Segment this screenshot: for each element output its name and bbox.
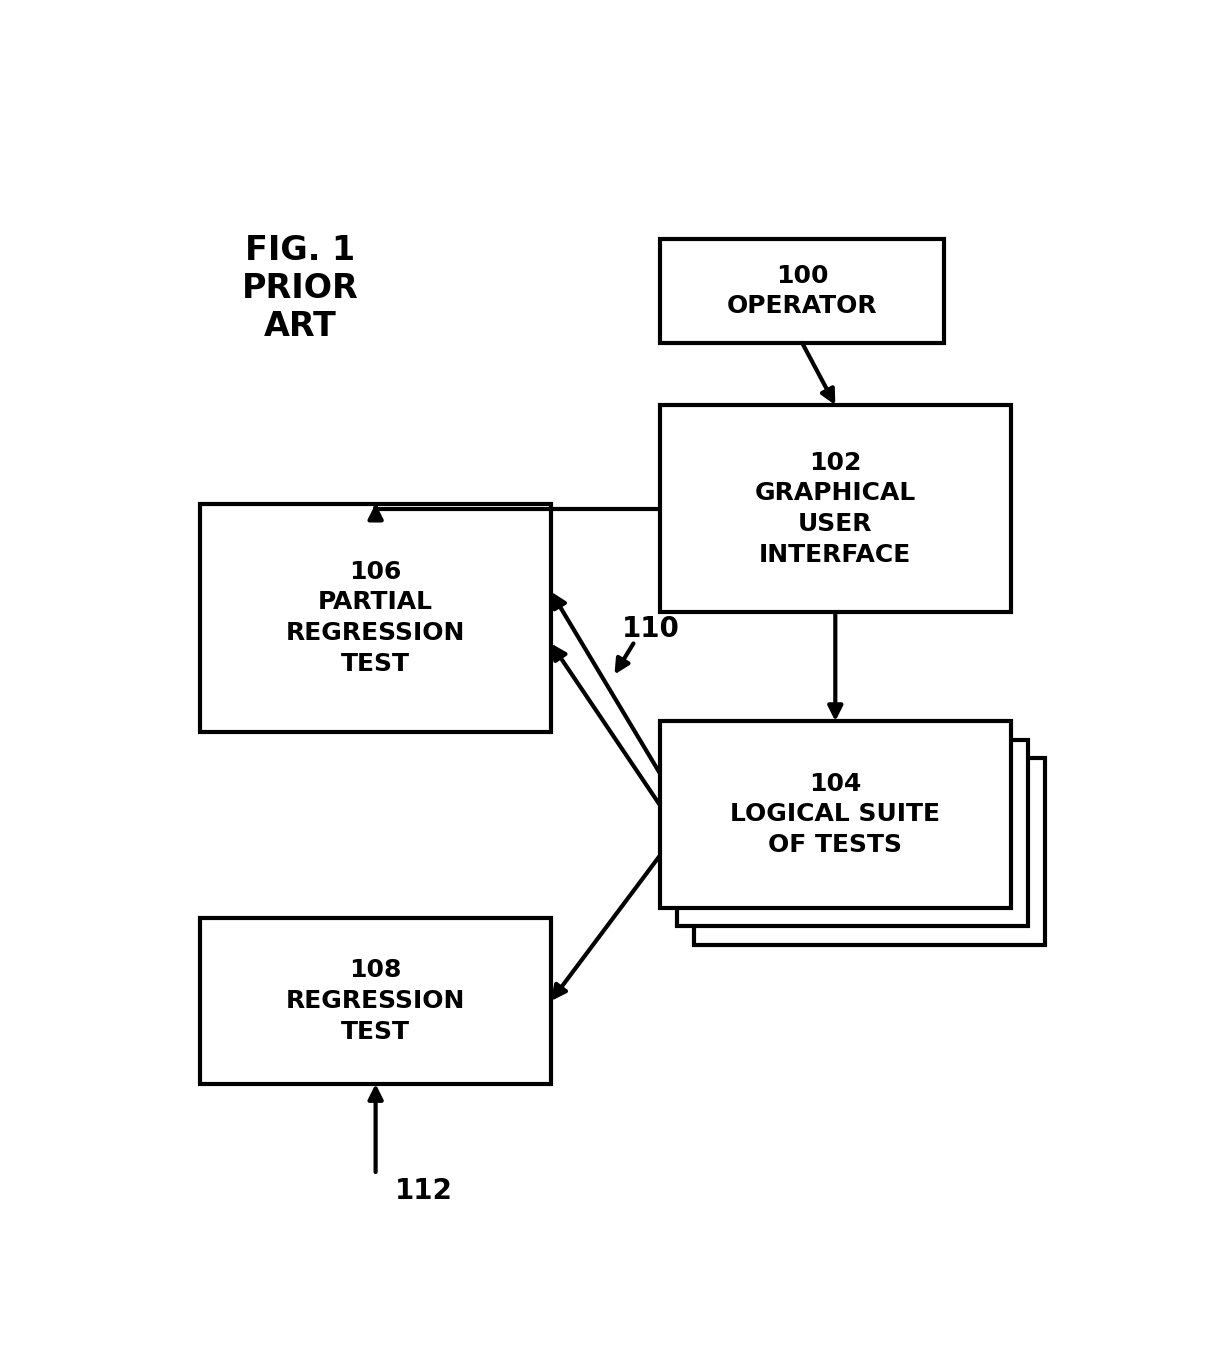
Bar (201, 503, 550, 732)
Text: 108
REGRESSION
TEST: 108 REGRESSION TEST (286, 958, 465, 1043)
Text: 104
LOGICAL SUITE
OF TESTS: 104 LOGICAL SUITE OF TESTS (730, 771, 940, 857)
Text: 102
GRAPHICAL
USER
INTERFACE: 102 GRAPHICAL USER INTERFACE (755, 451, 916, 567)
Text: 100
OPERATOR: 100 OPERATOR (726, 264, 877, 319)
Text: FIG. 1
PRIOR
ART: FIG. 1 PRIOR ART (241, 234, 358, 343)
Bar (201, 918, 550, 1084)
Bar (660, 240, 944, 343)
Bar (695, 759, 1044, 945)
Text: 110: 110 (623, 615, 680, 643)
Text: 106
PARTIAL
REGRESSION
TEST: 106 PARTIAL REGRESSION TEST (286, 560, 465, 676)
Bar (660, 405, 1010, 612)
Text: 112: 112 (395, 1178, 453, 1205)
Bar (660, 721, 1010, 907)
Bar (678, 740, 1027, 926)
